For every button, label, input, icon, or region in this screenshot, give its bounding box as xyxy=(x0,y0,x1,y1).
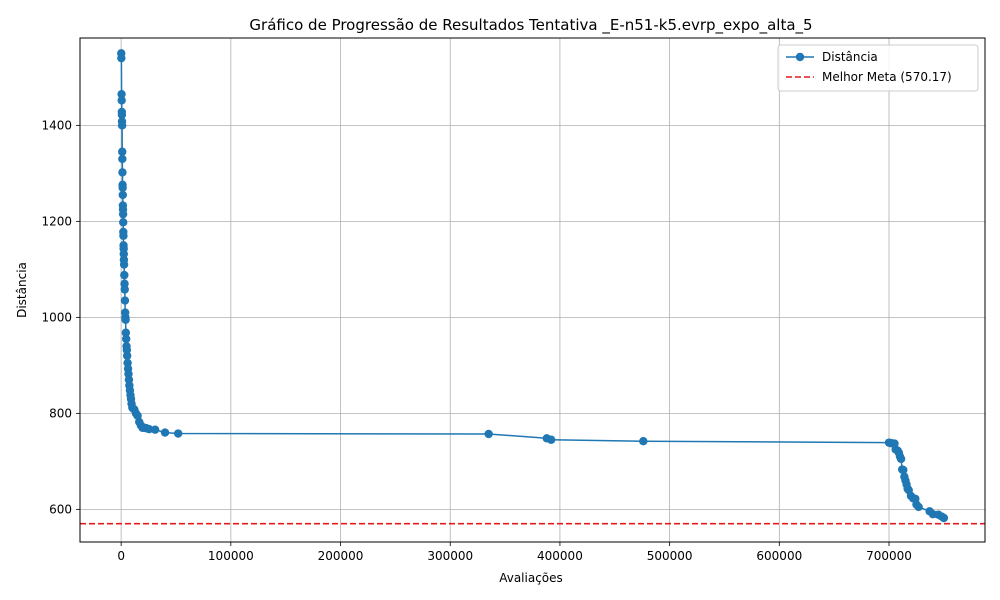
x-tick-label: 200000 xyxy=(318,549,364,563)
y-axis-ticks: 600 800 1000 1200 1400 xyxy=(41,118,80,516)
x-axis-label: Avaliações xyxy=(499,571,563,585)
y-axis-label: Distância xyxy=(15,262,29,318)
series-distancia xyxy=(117,49,949,523)
data-point xyxy=(121,328,131,337)
legend-marker-distancia xyxy=(795,52,805,62)
data-point xyxy=(117,96,126,105)
data-point xyxy=(120,285,129,294)
x-tick-label: 100000 xyxy=(208,549,254,563)
x-tick-label: 600000 xyxy=(756,549,802,563)
data-point xyxy=(150,425,160,434)
data-point xyxy=(118,209,128,219)
legend-label-distancia: Distância xyxy=(822,50,878,64)
data-point xyxy=(119,218,128,227)
plot-area xyxy=(79,37,986,543)
data-point xyxy=(144,425,154,434)
data-point xyxy=(117,110,127,120)
data-point xyxy=(639,437,648,446)
data-point xyxy=(117,89,126,99)
data-point xyxy=(117,121,127,130)
data-point xyxy=(118,154,127,164)
y-tick-label: 1200 xyxy=(41,214,72,228)
data-point xyxy=(546,435,556,444)
data-point xyxy=(120,270,129,280)
data-point xyxy=(939,513,949,523)
legend-label-melhor-meta: Melhor Meta (570.17) xyxy=(822,70,952,84)
y-tick-label: 600 xyxy=(49,502,72,516)
x-axis-ticks: 0 100000 200000 300000 400000 500000 600000 700… xyxy=(117,542,912,563)
data-point xyxy=(119,231,128,240)
data-point xyxy=(119,260,129,269)
data-point xyxy=(118,183,127,192)
data-point xyxy=(118,147,127,156)
data-point xyxy=(899,465,908,475)
chart-title: Gráfico de Progressão de Resultados Tent… xyxy=(249,16,812,35)
data-point xyxy=(122,351,132,360)
data-point xyxy=(121,315,130,324)
x-tick-label: 300000 xyxy=(427,549,473,563)
data-point xyxy=(914,502,923,512)
legend-box xyxy=(777,44,979,92)
data-point xyxy=(484,429,493,439)
y-tick-label: 800 xyxy=(49,406,72,420)
data-point xyxy=(120,296,130,305)
data-point xyxy=(896,454,906,464)
data-point xyxy=(173,429,183,438)
data-point xyxy=(160,428,170,437)
data-point xyxy=(121,334,131,344)
grid xyxy=(80,38,985,542)
x-tick-label: 700000 xyxy=(866,549,912,563)
data-point xyxy=(118,190,127,200)
legend: Distância Melhor Meta (570.17) xyxy=(777,44,979,92)
x-tick-label: 400000 xyxy=(537,549,583,563)
y-tick-label: 1000 xyxy=(41,310,72,324)
data-point xyxy=(118,168,127,177)
x-tick-label: 0 xyxy=(117,549,125,563)
data-point xyxy=(117,53,126,63)
y-tick-label: 1400 xyxy=(41,118,72,132)
x-tick-label: 500000 xyxy=(647,549,693,563)
